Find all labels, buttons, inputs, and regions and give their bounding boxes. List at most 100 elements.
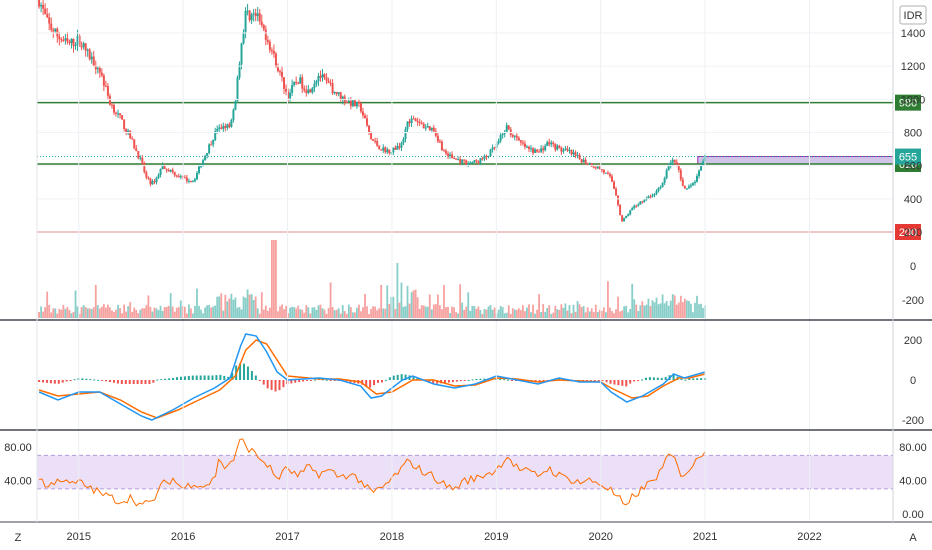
currency-badge[interactable]: IDR: [899, 5, 927, 25]
volume-bar: [578, 304, 581, 318]
volume-bar: [289, 307, 292, 318]
candle-body: [515, 135, 518, 138]
volume-bar: [153, 307, 156, 318]
volume-bar: [586, 307, 589, 318]
chart-corner-a-button[interactable]: A: [909, 532, 917, 544]
candle-body: [177, 175, 180, 178]
candle-body: [386, 149, 389, 153]
volume-tick-label-1: -200: [902, 295, 924, 307]
candle-body: [327, 80, 330, 83]
candle-body: [187, 180, 190, 182]
volume-bar: [447, 306, 449, 318]
volume-bar: [688, 301, 690, 318]
volume-bar: [554, 305, 557, 318]
volume-bar: [364, 293, 366, 318]
macd-histogram-bar: [373, 380, 376, 386]
candle-body: [451, 154, 454, 158]
macd-histogram-bar: [73, 379, 76, 381]
macd-histogram-bar: [510, 380, 513, 381]
candle-body: [623, 218, 626, 222]
volume-bar: [349, 307, 352, 318]
candle-body: [400, 143, 403, 148]
volume-bar: [216, 296, 219, 318]
volume-bar: [198, 305, 200, 318]
volume-bar: [441, 309, 443, 318]
macd-histogram-bar: [42, 380, 45, 383]
volume-bar: [507, 305, 510, 318]
candle-body: [165, 168, 168, 171]
volume-bar: [74, 290, 77, 318]
volume-bar: [380, 284, 383, 318]
chart-corner-z-button[interactable]: Z: [15, 532, 22, 544]
macd-histogram-bar: [199, 375, 202, 380]
candle-body: [335, 91, 338, 95]
candle-body: [175, 175, 178, 177]
macd-histogram-bar: [369, 380, 372, 388]
candle-body: [497, 140, 500, 144]
candle-body: [647, 196, 650, 199]
volume-bar: [277, 311, 279, 318]
currency-label: IDR: [904, 10, 923, 22]
candle-body: [566, 148, 569, 151]
candle-body: [202, 160, 205, 167]
candle-body: [436, 135, 439, 142]
candle-body: [671, 159, 674, 163]
rsi-band: [37, 455, 893, 489]
candle-body: [167, 170, 170, 172]
volume-bar: [78, 313, 81, 318]
price-tick-label-1400: 1400: [901, 28, 925, 40]
macd-histogram-bar: [243, 363, 246, 380]
candle-body: [546, 142, 549, 146]
macd-pane[interactable]: [38, 333, 707, 421]
volume-bar: [683, 298, 686, 318]
macd-histogram-bar: [258, 380, 261, 381]
candle-body: [471, 162, 474, 164]
candle-body: [38, 0, 41, 7]
candle-body: [637, 204, 640, 206]
candle-body: [507, 125, 510, 130]
candle-body: [195, 172, 198, 180]
volume-bar: [633, 299, 636, 318]
volume-bar: [123, 304, 126, 318]
x-tick-label-2022: 2022: [797, 531, 821, 543]
candle-body: [465, 160, 468, 165]
volume-bar: [428, 294, 431, 318]
volume-bar: [40, 306, 43, 318]
rsi-pane[interactable]: [37, 438, 893, 507]
candle-body: [416, 121, 419, 123]
candle-body: [48, 17, 51, 24]
rsi-tick-label-right-40.00: 40.00: [899, 476, 927, 488]
volume-bar: [254, 296, 257, 318]
volume-bar: [675, 304, 678, 318]
macd-histogram-bar: [321, 379, 324, 381]
candle-body: [629, 210, 632, 215]
candle-body: [430, 127, 433, 131]
macd-histogram-bar: [187, 375, 190, 380]
candle-body: [657, 187, 660, 192]
candle-body: [139, 157, 142, 159]
volume-bar: [196, 288, 198, 318]
macd-histogram-bar: [148, 380, 151, 384]
volume-bar: [588, 311, 591, 318]
candle-body: [643, 200, 646, 203]
candle-body: [635, 205, 638, 207]
candle-body: [185, 177, 188, 182]
candle-body: [222, 125, 225, 129]
volume-bar: [68, 310, 71, 318]
macd-histogram-bar: [282, 380, 285, 388]
macd-histogram-bar: [93, 379, 96, 381]
volume-bar: [698, 304, 700, 318]
volume-bar: [291, 306, 294, 318]
volume-bar: [505, 312, 508, 318]
volume-bar: [303, 312, 306, 318]
candle-body: [667, 166, 670, 171]
macd-histogram-bar: [617, 380, 620, 386]
macd-histogram-bar: [538, 380, 541, 382]
candle-body: [361, 111, 364, 116]
macd-histogram-bar: [443, 380, 446, 383]
macd-histogram-bar: [380, 380, 383, 383]
macd-histogram-bar: [597, 380, 600, 381]
volume-bar: [669, 300, 672, 318]
